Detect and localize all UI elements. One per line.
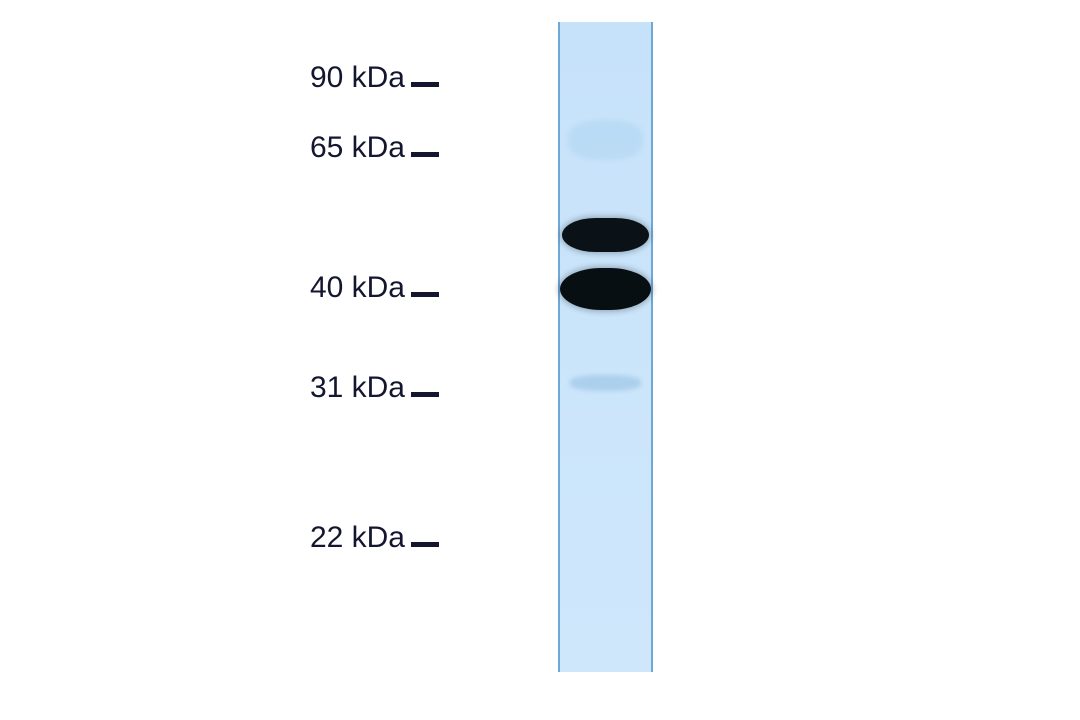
mw-marker-label: 65 kDa bbox=[0, 131, 405, 165]
mw-marker-label: 31 kDa bbox=[0, 371, 405, 405]
mw-marker-tick bbox=[411, 542, 439, 547]
mw-marker-label: 90 kDa bbox=[0, 61, 405, 95]
protein-band bbox=[562, 218, 649, 252]
lane-smear bbox=[570, 375, 641, 391]
mw-marker-tick bbox=[411, 152, 439, 157]
mw-marker-tick bbox=[411, 292, 439, 297]
mw-marker: 40 kDa bbox=[0, 271, 443, 305]
protein-band bbox=[560, 268, 651, 310]
mw-marker: 22 kDa bbox=[0, 521, 443, 555]
mw-marker: 31 kDa bbox=[0, 371, 443, 405]
mw-marker-label: 22 kDa bbox=[0, 521, 405, 555]
western-blot-figure: 90 kDa 65 kDa 40 kDa 31 kDa 22 kDa bbox=[0, 0, 1080, 720]
mw-marker: 65 kDa bbox=[0, 131, 443, 165]
mw-marker-label: 40 kDa bbox=[0, 271, 405, 305]
mw-marker-tick bbox=[411, 82, 439, 87]
mw-marker: 90 kDa bbox=[0, 61, 443, 95]
mw-marker-tick bbox=[411, 392, 439, 397]
lane-smear bbox=[568, 120, 643, 160]
